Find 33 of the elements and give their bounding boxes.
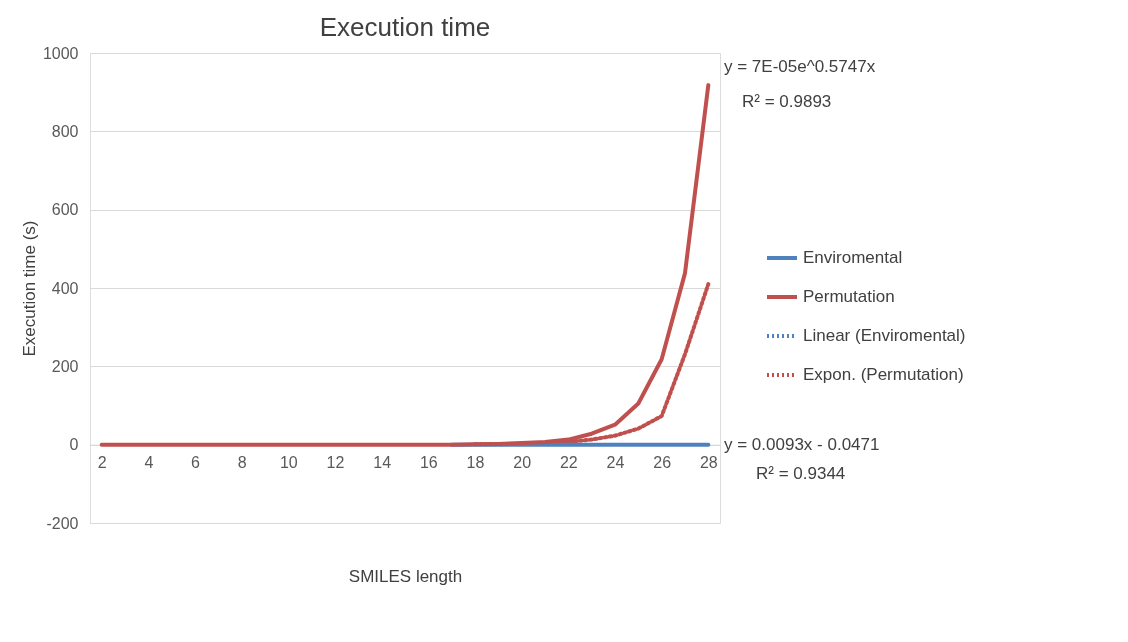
x-tick-label: 14 — [373, 454, 392, 472]
y-tick-label: 1000 — [42, 44, 79, 62]
y-axis-title: Execution time (s) — [19, 220, 39, 357]
x-tick-label: 10 — [279, 454, 298, 472]
legend-label: Enviromental — [803, 248, 903, 267]
x-tick-label: 2 — [97, 454, 107, 472]
x-tick-label: 16 — [419, 454, 438, 472]
x-tick-label: 26 — [653, 454, 672, 472]
legend-label: Expon. (Permutation) — [803, 365, 964, 384]
y-tick-label: 0 — [69, 436, 79, 454]
x-tick-label: 20 — [513, 454, 532, 472]
x-tick-label: 8 — [237, 454, 247, 472]
x-tick-label: 18 — [466, 454, 485, 472]
x-tick-label: 28 — [699, 454, 718, 472]
text: R² = 0.9344 — [756, 464, 846, 484]
legend-label: Linear (Enviromental) — [803, 326, 966, 345]
text: y = 7E-05e^0.5747x — [724, 56, 876, 76]
y-tick-label: 400 — [51, 279, 79, 297]
x-tick-label: 6 — [191, 454, 201, 472]
x-tick-label: 4 — [144, 454, 154, 472]
y-tick-label: 600 — [51, 201, 79, 219]
y-tick-label: 200 — [51, 357, 79, 375]
x-axis-title: SMILES length — [348, 566, 463, 586]
text: R² = 0.9893 — [742, 91, 832, 111]
text: y = 0.0093x - 0.0471 — [724, 434, 880, 454]
legend-label: Permutation — [803, 287, 895, 306]
y-tick-label: -200 — [46, 514, 79, 532]
chart-title: Execution time — [319, 12, 491, 42]
x-tick-label: 12 — [326, 454, 345, 472]
x-tick-label: 24 — [606, 454, 625, 472]
line-series — [99, 83, 711, 447]
y-tick-label: 800 — [51, 122, 79, 140]
x-tick-label: 22 — [559, 454, 578, 472]
